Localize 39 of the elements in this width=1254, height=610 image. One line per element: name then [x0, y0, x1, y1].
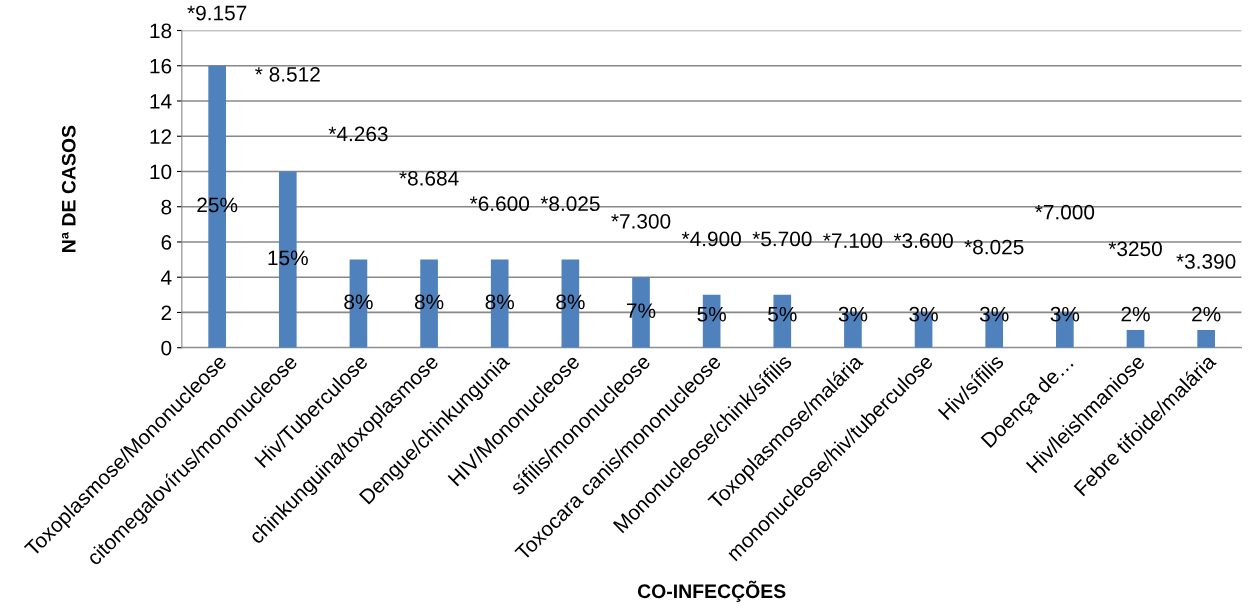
annotation: 5% — [697, 306, 726, 322]
annotation: *7.100 — [823, 233, 883, 249]
annotation: 25% — [197, 197, 238, 213]
annotation: *8.025 — [540, 196, 600, 212]
annotation: 3% — [838, 306, 868, 322]
annotation: 3% — [909, 306, 938, 322]
bar — [1197, 330, 1215, 348]
y-tick-label: 12 — [150, 129, 172, 144]
annotation: 5% — [768, 306, 797, 322]
y-tick-label: 10 — [150, 164, 172, 180]
bar — [1126, 330, 1145, 348]
annotation: *3250 — [1108, 241, 1162, 257]
y-tick-label: 2 — [161, 305, 172, 320]
annotation: *8.025 — [964, 239, 1024, 255]
y-tick-label: 8 — [161, 199, 172, 215]
annotation: *6.600 — [469, 196, 530, 212]
annotation: *5.700 — [752, 231, 812, 247]
y-tick-label: 4 — [161, 270, 172, 285]
text: *9.157 — [187, 5, 247, 21]
y-tick-label: 0 — [161, 340, 172, 356]
annotation: 3% — [979, 306, 1009, 322]
y-tick-label: 18 — [150, 23, 172, 39]
annotation: *4.900 — [681, 231, 741, 247]
annotation: *3.600 — [893, 233, 953, 249]
y-tick-label: 16 — [150, 58, 172, 74]
annotation: *3.390 — [1176, 254, 1236, 269]
annotation: *7.300 — [611, 213, 671, 229]
x-axis-title: CO-INFECÇÕES — [637, 580, 786, 602]
y-tick-label: 6 — [161, 234, 172, 250]
annotation: 7% — [627, 303, 656, 318]
annotation: *8.684 — [399, 170, 459, 186]
annotation: 2% — [1121, 306, 1150, 322]
annotation: *7.000 — [1035, 204, 1095, 220]
annotation: 3% — [1050, 306, 1080, 322]
y-axis-title: Nª DE CASOS — [61, 125, 76, 252]
annotation: 2% — [1192, 306, 1221, 322]
annotation: * 8.512 — [255, 66, 320, 82]
y-tick-label: 14 — [150, 94, 172, 109]
annotation: *4.263 — [328, 126, 388, 142]
